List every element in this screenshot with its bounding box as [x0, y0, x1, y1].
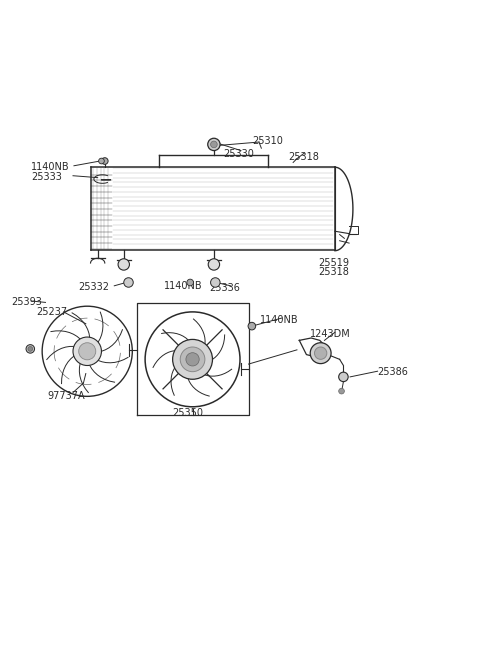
- Circle shape: [339, 388, 344, 394]
- Text: 25310: 25310: [252, 136, 283, 146]
- Circle shape: [173, 340, 213, 379]
- Circle shape: [26, 345, 35, 353]
- Circle shape: [187, 279, 193, 286]
- Circle shape: [248, 323, 256, 330]
- Circle shape: [314, 347, 327, 359]
- Circle shape: [310, 343, 331, 363]
- Text: 1140NB: 1140NB: [31, 162, 70, 172]
- Text: 25330: 25330: [223, 149, 254, 159]
- Circle shape: [180, 347, 205, 372]
- Text: 25237: 25237: [36, 307, 67, 317]
- Circle shape: [208, 138, 220, 150]
- Text: 25393: 25393: [12, 298, 42, 307]
- Text: 1140NB: 1140NB: [164, 281, 203, 291]
- Text: 25350: 25350: [173, 408, 204, 418]
- Circle shape: [211, 278, 220, 287]
- Text: 97737A: 97737A: [48, 391, 85, 401]
- Circle shape: [208, 259, 219, 270]
- Text: 25318: 25318: [288, 152, 319, 162]
- Text: 25519: 25519: [318, 258, 349, 268]
- Text: 25336: 25336: [209, 283, 240, 293]
- Circle shape: [186, 353, 199, 366]
- Text: 25386: 25386: [378, 367, 408, 377]
- Circle shape: [211, 141, 217, 148]
- Circle shape: [79, 343, 96, 360]
- Circle shape: [73, 337, 101, 365]
- Text: 25332: 25332: [79, 282, 110, 292]
- Text: 1243DM: 1243DM: [310, 329, 351, 339]
- Text: 1140NB: 1140NB: [260, 315, 299, 325]
- Circle shape: [101, 158, 108, 164]
- Text: 25318: 25318: [318, 267, 349, 277]
- Circle shape: [339, 372, 348, 382]
- Text: 25333: 25333: [31, 171, 62, 182]
- Circle shape: [124, 278, 133, 287]
- Circle shape: [98, 158, 104, 164]
- Circle shape: [28, 346, 33, 351]
- Circle shape: [118, 259, 130, 270]
